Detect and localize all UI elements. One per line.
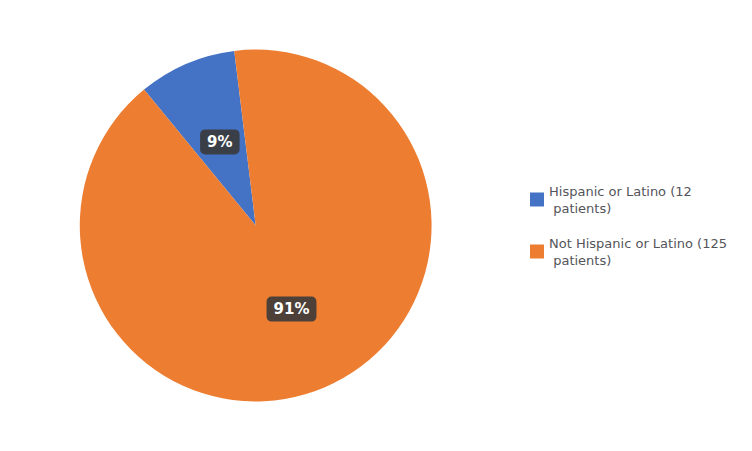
svg-text:patients): patients) xyxy=(549,253,611,268)
svg-text:Hispanic or Latino (12: Hispanic or Latino (12 xyxy=(549,184,692,199)
svg-text:9%: 9% xyxy=(207,133,232,151)
svg-text:91%: 91% xyxy=(274,300,310,318)
svg-text:Not Hispanic or Latino (125: Not Hispanic or Latino (125 xyxy=(549,236,727,251)
svg-text:patients): patients) xyxy=(549,201,611,216)
